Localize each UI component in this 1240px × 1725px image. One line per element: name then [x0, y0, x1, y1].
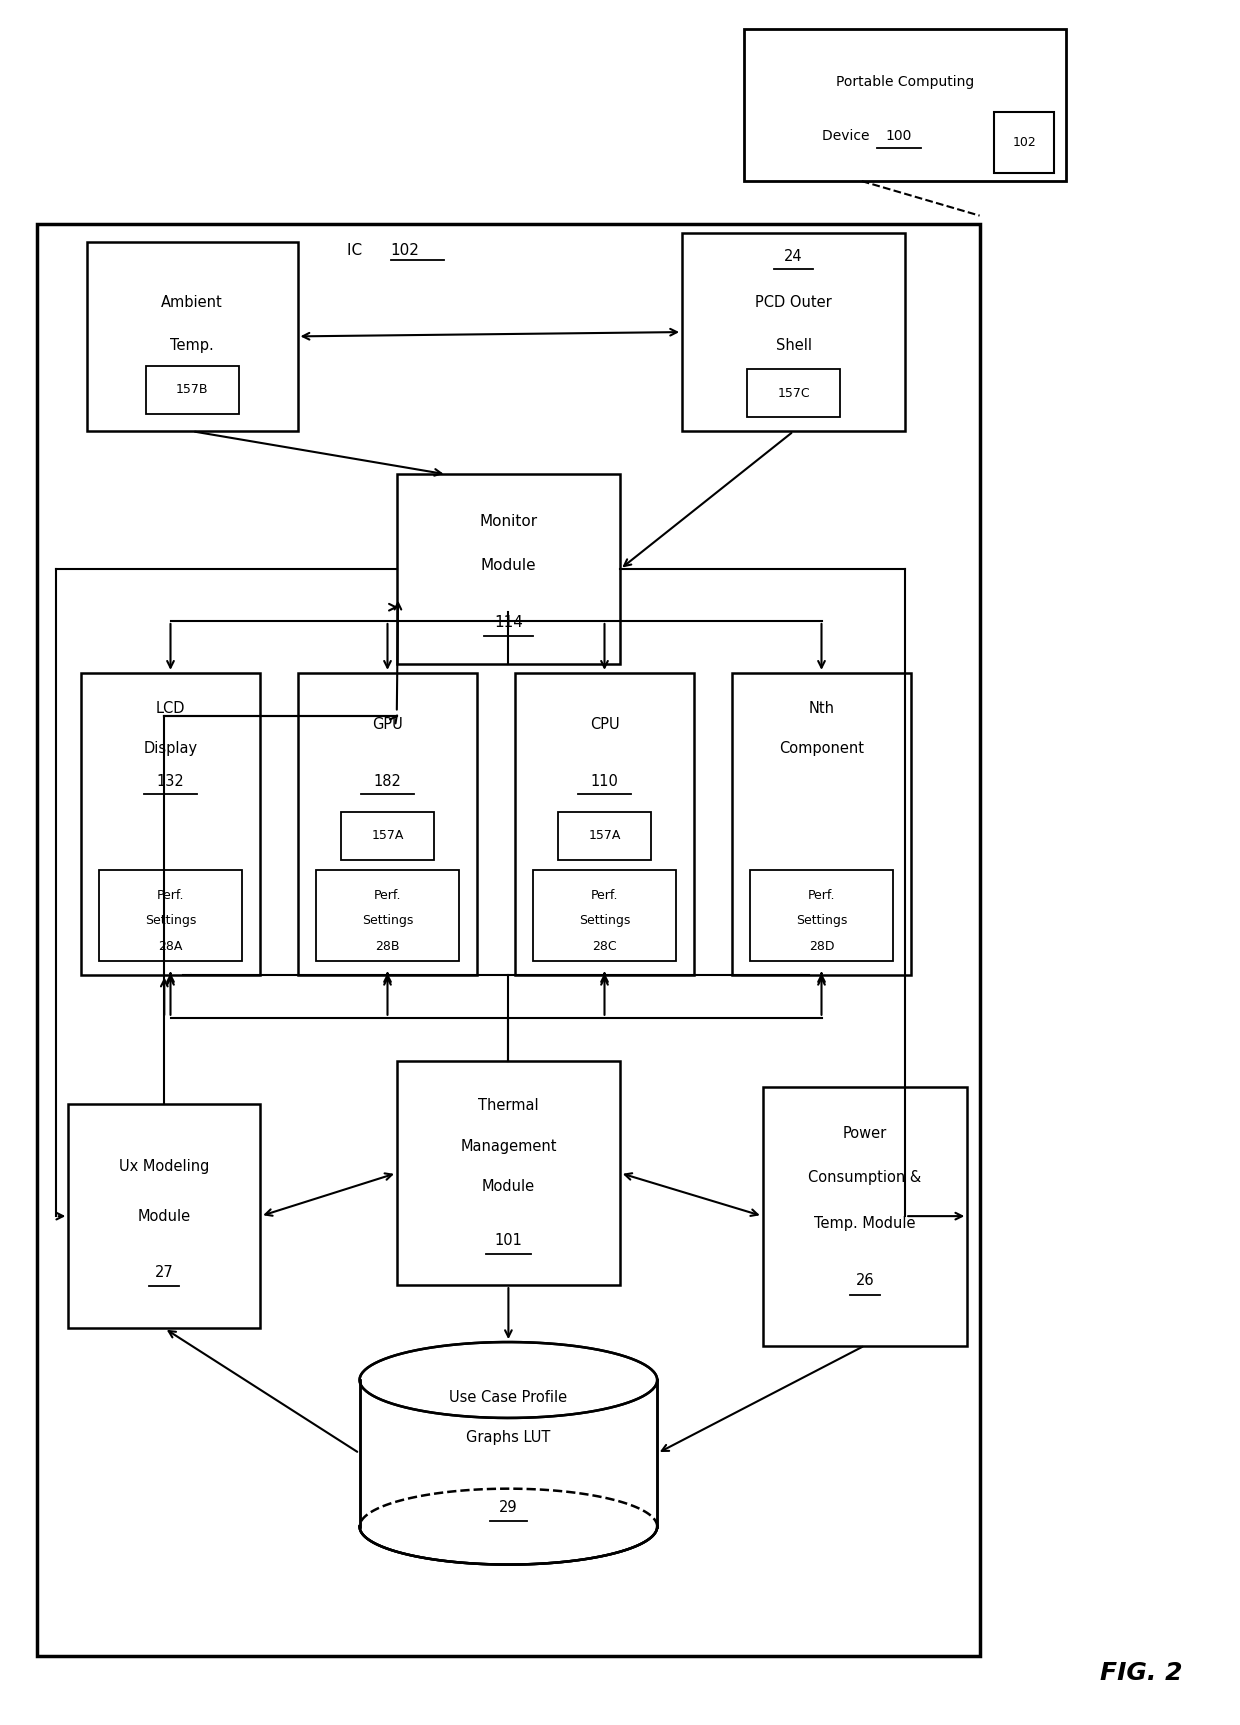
Text: Nth: Nth [808, 702, 835, 716]
Text: Shell: Shell [775, 338, 812, 354]
Text: 182: 182 [373, 775, 402, 788]
Text: Settings: Settings [579, 914, 630, 928]
Text: Temp.: Temp. [170, 338, 215, 354]
Ellipse shape [360, 1342, 657, 1418]
FancyBboxPatch shape [37, 224, 980, 1656]
Text: 102: 102 [391, 243, 419, 257]
Text: Settings: Settings [362, 914, 413, 928]
FancyBboxPatch shape [994, 112, 1054, 172]
Text: 110: 110 [590, 775, 619, 788]
Text: Component: Component [779, 740, 864, 756]
Text: Perf.: Perf. [590, 888, 619, 902]
Text: Module: Module [482, 1178, 534, 1194]
Text: 28B: 28B [376, 940, 399, 952]
Text: Perf.: Perf. [156, 888, 185, 902]
Text: Use Case Profile: Use Case Profile [449, 1390, 568, 1406]
FancyBboxPatch shape [397, 1061, 620, 1285]
Text: Management: Management [460, 1138, 557, 1154]
Text: 26: 26 [856, 1273, 874, 1289]
FancyBboxPatch shape [682, 233, 905, 431]
FancyBboxPatch shape [744, 29, 1066, 181]
Text: 27: 27 [155, 1264, 174, 1280]
Text: 157C: 157C [777, 386, 810, 400]
Text: Settings: Settings [796, 914, 847, 928]
Text: 28A: 28A [159, 940, 182, 952]
Text: 157A: 157A [588, 830, 621, 842]
FancyBboxPatch shape [558, 812, 651, 861]
Text: FIG. 2: FIG. 2 [1100, 1661, 1182, 1685]
Text: Device: Device [822, 129, 874, 143]
Text: 28C: 28C [593, 940, 616, 952]
Text: Perf.: Perf. [373, 888, 402, 902]
Text: 100: 100 [885, 129, 913, 143]
Text: 28D: 28D [808, 940, 835, 952]
FancyBboxPatch shape [146, 366, 238, 414]
FancyBboxPatch shape [515, 673, 694, 975]
Text: Graphs LUT: Graphs LUT [466, 1430, 551, 1446]
Text: 101: 101 [495, 1233, 522, 1247]
FancyBboxPatch shape [533, 871, 677, 961]
Text: Power: Power [843, 1126, 887, 1140]
Text: 157B: 157B [176, 383, 208, 397]
FancyBboxPatch shape [763, 1087, 967, 1346]
Text: CPU: CPU [590, 716, 619, 731]
FancyBboxPatch shape [341, 812, 434, 861]
FancyBboxPatch shape [732, 673, 911, 975]
Text: Module: Module [138, 1209, 191, 1223]
Text: 29: 29 [498, 1501, 518, 1515]
Text: Consumption &: Consumption & [808, 1170, 921, 1185]
FancyBboxPatch shape [87, 242, 298, 431]
Text: Portable Computing: Portable Computing [836, 76, 975, 90]
Text: Display: Display [144, 740, 197, 756]
FancyBboxPatch shape [746, 369, 841, 417]
Text: Monitor: Monitor [480, 514, 537, 530]
Text: Perf.: Perf. [807, 888, 836, 902]
FancyBboxPatch shape [68, 1104, 260, 1328]
Text: Temp. Module: Temp. Module [815, 1216, 915, 1232]
FancyBboxPatch shape [298, 673, 477, 975]
FancyBboxPatch shape [81, 673, 260, 975]
Text: 157A: 157A [371, 830, 404, 842]
FancyBboxPatch shape [397, 474, 620, 664]
Text: PCD Outer: PCD Outer [755, 295, 832, 310]
Text: Module: Module [481, 557, 536, 573]
FancyBboxPatch shape [99, 871, 243, 961]
Text: 24: 24 [784, 248, 804, 264]
Bar [360, 1380, 657, 1527]
Text: 114: 114 [494, 614, 523, 630]
Text: Thermal: Thermal [479, 1099, 538, 1113]
FancyBboxPatch shape [749, 871, 893, 961]
Text: IC: IC [347, 243, 367, 257]
FancyBboxPatch shape [315, 871, 459, 961]
Text: Settings: Settings [145, 914, 196, 928]
Text: 102: 102 [1012, 136, 1037, 148]
Text: Ux Modeling: Ux Modeling [119, 1159, 210, 1175]
Text: 132: 132 [156, 775, 185, 788]
Text: GPU: GPU [372, 716, 403, 731]
Text: LCD: LCD [156, 702, 185, 716]
Text: Ambient: Ambient [161, 295, 223, 310]
